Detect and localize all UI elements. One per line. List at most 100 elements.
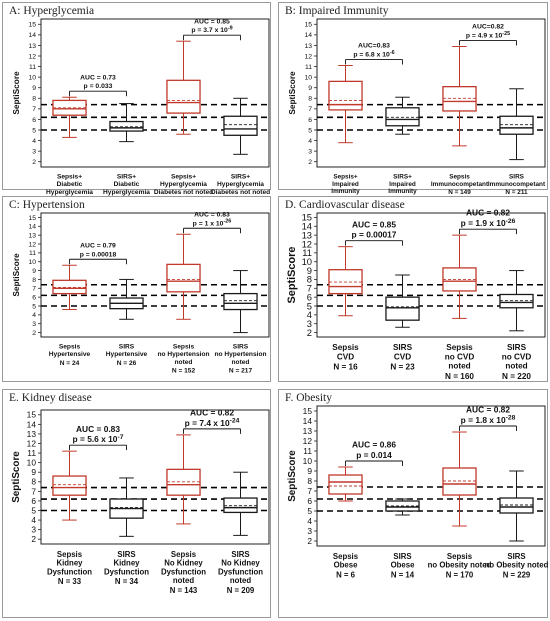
y-tick-label: 8 [308, 96, 312, 103]
x-category-label: Sepsis [332, 343, 359, 352]
x-category-label: Hyperglycemia [217, 181, 264, 188]
x-category-label: Sepsis [449, 173, 470, 180]
x-category-label: noted [232, 359, 250, 366]
y-axis-label: SeptiScore [287, 71, 297, 115]
box-sepsis [442, 45, 477, 147]
x-category-label: Dysfunction [161, 567, 206, 576]
y-tick-label: 4 [307, 309, 312, 320]
y-tick-label: 11 [29, 250, 36, 257]
x-category-label: SIRS+ [117, 174, 136, 181]
y-tick-label: 9 [31, 467, 36, 477]
box-sepsis [52, 264, 87, 311]
box-sirs [499, 88, 534, 161]
plot-group: 23456789101112131415SeptiScoreSepsisCVDN… [286, 208, 546, 381]
x-category-label: Immunocompetant [488, 181, 546, 188]
box-sirs [223, 471, 258, 536]
plot-group: 23456789101112131415SeptiScoreSepsisHype… [11, 211, 270, 374]
x-category-label: Sepsis+ [333, 173, 358, 180]
plot-group: 23456789101112131415SeptiScoreSepsisKidn… [11, 407, 270, 595]
y-tick-label: 5 [32, 303, 36, 310]
boxplot-svg: 23456789101112131415SeptiScoreSepsis+Imp… [287, 18, 546, 204]
box-sepsis [52, 96, 87, 138]
auc-label: AUC = 0.82 [466, 405, 510, 415]
x-sample-size-label: N = 26 [117, 360, 137, 367]
chart-title: E. Kidney disease [9, 392, 92, 404]
y-tick-label: 13 [27, 429, 37, 439]
p-value-label: p = 0.00017 [352, 230, 397, 240]
x-sample-size-label: N = 24 [60, 360, 80, 367]
y-tick-label: 8 [32, 96, 36, 103]
y-tick-label: 10 [303, 456, 313, 466]
chart-title: D. Cardiovascular disease [285, 199, 405, 211]
box-iqr [166, 468, 201, 496]
plot-area-frame [316, 405, 546, 547]
box-sepsis [166, 233, 201, 320]
plot-area-frame [40, 409, 270, 545]
y-tick-label: 7 [32, 286, 36, 293]
chart-title: F. Obesity [285, 392, 332, 404]
box-sepsis [442, 234, 477, 319]
box-sepsis [52, 450, 87, 521]
box-iqr [223, 292, 258, 311]
auc-label: AUC = 0.83 [76, 424, 120, 434]
chart-panel-cardiovascular: D. Cardiovascular disease 2 3 4 5 6 7 8 9 10 11 12… [278, 196, 548, 382]
y-tick-label: 10 [27, 458, 37, 468]
y-tick-label: 9 [308, 85, 312, 92]
p-value-label: p = 6.8 x 10-6 [353, 50, 394, 59]
chart-panel-hypertension: C: Hypertension 2 3 4 5 6 7 8 9 10 11 12 13 14 15 Sept… [2, 196, 271, 382]
x-category-label: SIRS+ [393, 173, 412, 180]
x-category-label: Sepsis [333, 552, 359, 561]
y-tick-label: 13 [303, 426, 313, 436]
y-tick-label: 15 [303, 406, 313, 416]
x-category-label: Sepsis [171, 550, 197, 559]
x-category-label: Hypertensive [49, 351, 91, 358]
y-tick-label: 12 [303, 436, 313, 446]
p-value-label: p = 1.9 x 10-26 [461, 218, 516, 228]
y-tick-label: 11 [29, 64, 36, 71]
box-sirs [499, 470, 534, 542]
chart-panel-hyperglycemia: A: Hyperglycemia 2 3 4 5 6 7 8 9 10 11 12 13 14 15 Sep… [2, 2, 271, 204]
y-tick-label: 15 [28, 22, 36, 29]
y-tick-label: 2 [31, 534, 36, 544]
box-sepsis [328, 466, 363, 502]
y-tick-label: 13 [302, 229, 312, 240]
auc-label: AUC = 0.82 [190, 407, 234, 417]
boxplot-svg: 23456789101112131415SeptiScoreSepsisCVDN… [286, 208, 546, 381]
y-tick-label: 2 [307, 536, 312, 546]
x-category-label: Immunocompetant [431, 181, 489, 188]
x-category-label: Sepsis [59, 344, 81, 351]
auc-label: AUC=0.82 [472, 24, 504, 31]
x-sample-size-label: N = 211 [505, 189, 528, 196]
y-tick-label: 14 [27, 419, 37, 429]
y-tick-label: 7 [31, 486, 36, 496]
y-tick-label: 7 [307, 486, 312, 496]
box-sirs [499, 270, 534, 332]
y-tick-label: 8 [307, 476, 312, 486]
x-sample-size-label: N = 14 [391, 570, 415, 579]
x-sample-size-label: N = 143 [170, 586, 198, 595]
x-category-label: Impaired [389, 181, 416, 188]
p-value-label: p = 0.014 [356, 450, 392, 460]
box-iqr [52, 475, 87, 496]
x-category-label: Sepsis [447, 552, 473, 561]
y-tick-label: 6 [307, 496, 312, 506]
x-category-label: Hyperglycemia [160, 181, 207, 188]
y-tick-label: 10 [28, 75, 36, 82]
box-iqr [223, 497, 258, 514]
x-category-label: No Kidney [221, 559, 260, 568]
x-sample-size-label: N = 170 [446, 570, 474, 579]
x-sample-size-label: N = 217 [229, 367, 253, 374]
chart-panel-impaired-immunity: B: Impaired Immunity 2 3 4 5 6 7 8 9 10 11 12 13 14 1… [278, 2, 548, 204]
chart-title: C: Hypertension [9, 199, 85, 211]
x-category-label: noted [448, 362, 470, 371]
box-sirs [385, 498, 420, 516]
x-category-label: Dysfunction [104, 567, 149, 576]
y-tick-label: 14 [302, 221, 312, 232]
p-value-label: p = 5.6 x 10-7 [73, 434, 124, 444]
y-tick-label: 10 [304, 75, 312, 82]
y-tick-label: 6 [308, 117, 312, 124]
x-category-label: SIRS [507, 343, 527, 352]
